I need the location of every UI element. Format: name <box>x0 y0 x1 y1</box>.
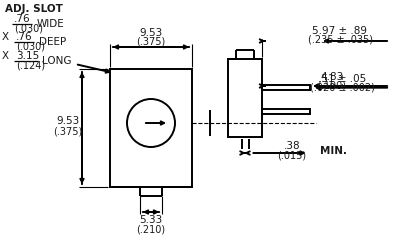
Text: (.375): (.375) <box>136 37 166 47</box>
Text: X: X <box>2 51 9 61</box>
Text: 9.53: 9.53 <box>139 28 163 38</box>
Text: DEEP: DEEP <box>39 37 66 47</box>
Text: (.210): (.210) <box>136 224 166 234</box>
Text: .76: .76 <box>14 14 31 24</box>
Text: (.015): (.015) <box>278 150 306 160</box>
Bar <box>262 85 310 90</box>
Bar <box>110 69 192 187</box>
Text: ADJ. SLOT: ADJ. SLOT <box>5 4 63 14</box>
Text: (.030): (.030) <box>16 42 45 52</box>
Text: (.020 ± .002): (.020 ± .002) <box>310 83 374 93</box>
Text: MIN.: MIN. <box>320 146 347 156</box>
Text: (.190): (.190) <box>318 81 346 91</box>
Text: LONG: LONG <box>42 56 72 66</box>
Text: (.030): (.030) <box>14 24 43 34</box>
Text: (.124): (.124) <box>16 61 45 71</box>
Text: (.235 ± .035): (.235 ± .035) <box>308 35 372 45</box>
Bar <box>262 109 310 114</box>
Text: 3.15: 3.15 <box>16 51 39 61</box>
Circle shape <box>127 99 175 147</box>
Text: .38: .38 <box>284 141 300 151</box>
Text: .51 ± .05: .51 ± .05 <box>318 74 366 84</box>
Text: 5.97 ± .89: 5.97 ± .89 <box>312 26 368 36</box>
Text: X: X <box>2 32 9 42</box>
Text: (.375): (.375) <box>53 127 83 137</box>
Text: WIDE: WIDE <box>37 19 65 29</box>
Text: 5.33: 5.33 <box>139 215 163 225</box>
Text: 9.53: 9.53 <box>56 116 80 126</box>
Bar <box>228 59 262 137</box>
Text: 4.83: 4.83 <box>320 72 344 82</box>
Text: .76: .76 <box>16 32 33 42</box>
